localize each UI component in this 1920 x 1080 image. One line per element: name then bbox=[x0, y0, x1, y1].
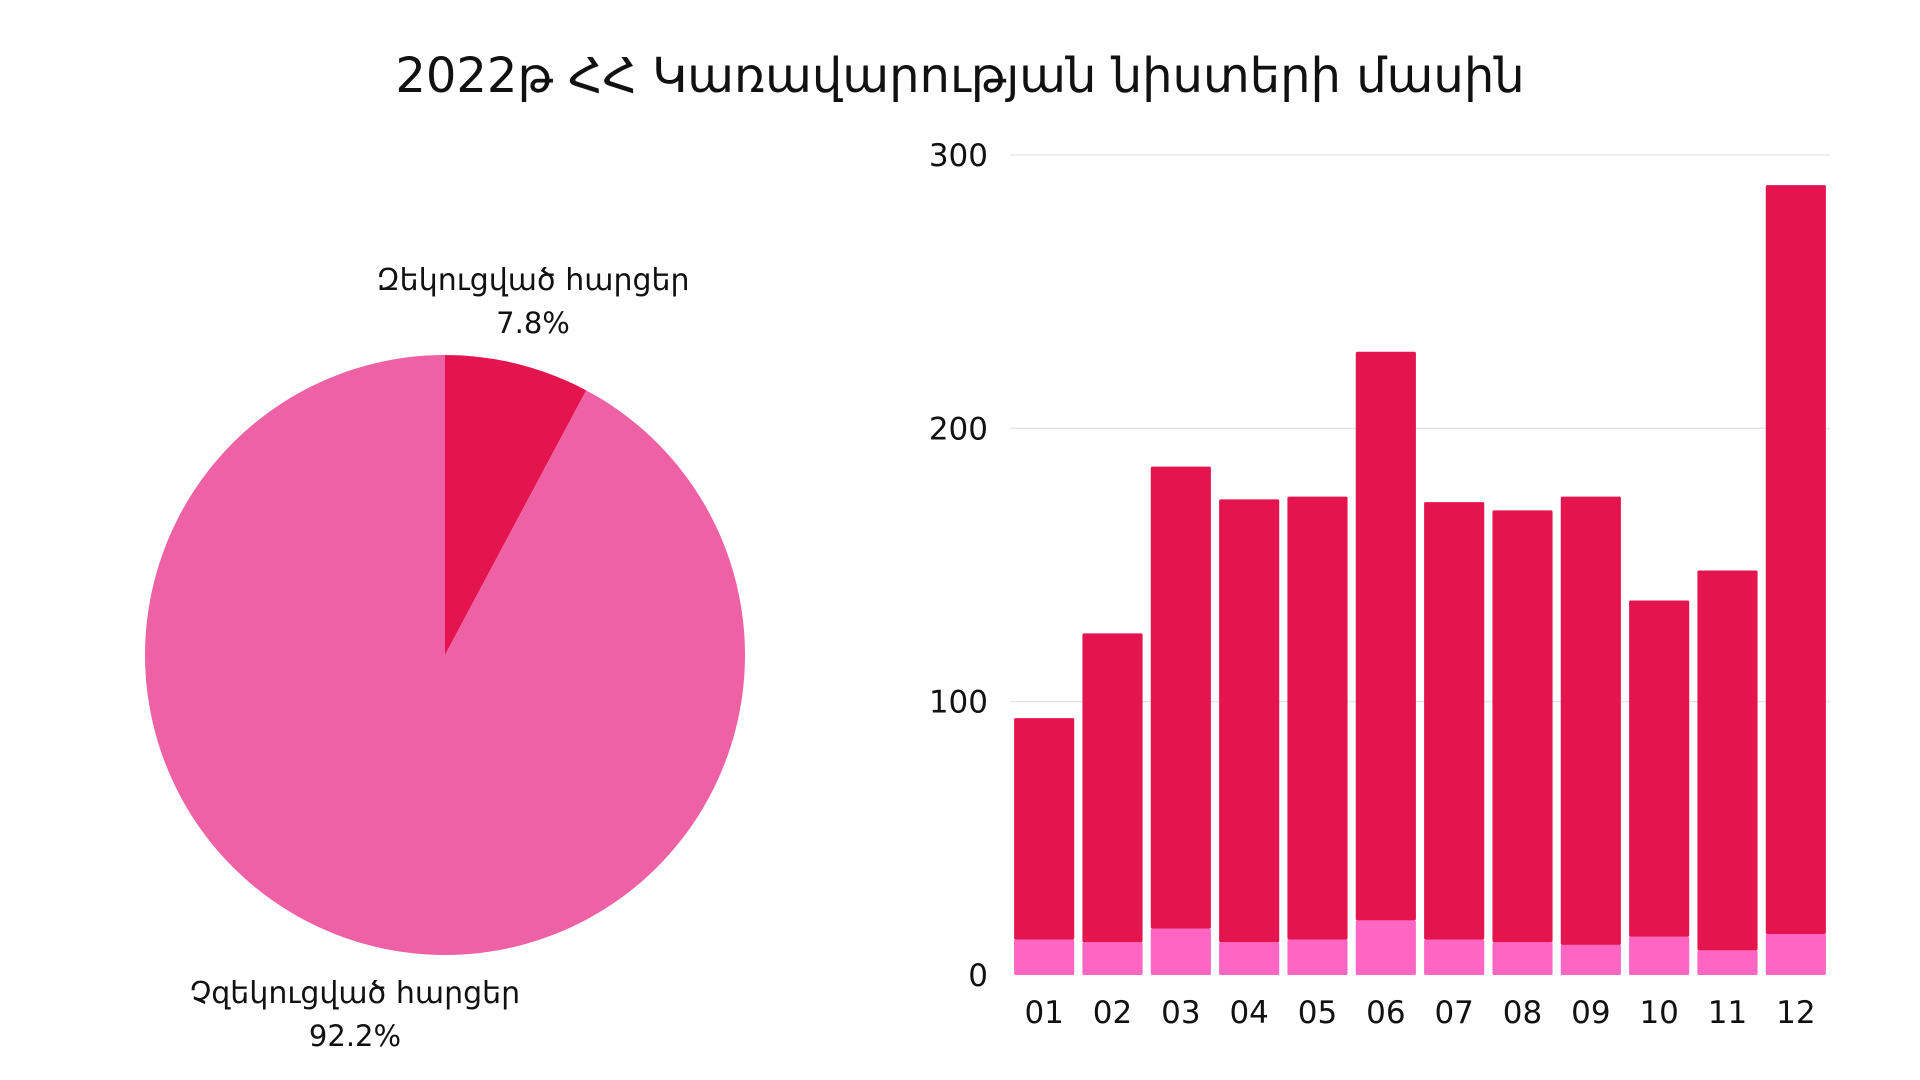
x-tick-label: 02 bbox=[1093, 995, 1132, 1031]
bar-segment bbox=[1219, 499, 1280, 943]
pie-slice-percent: 92.2% bbox=[309, 1019, 401, 1053]
x-tick-label: 05 bbox=[1298, 995, 1337, 1031]
x-tick-label: 09 bbox=[1571, 995, 1610, 1031]
x-tick-label: 03 bbox=[1161, 995, 1200, 1031]
x-tick-label: 04 bbox=[1229, 995, 1268, 1031]
y-tick-label: 300 bbox=[929, 138, 988, 174]
bar-segment bbox=[1150, 928, 1211, 975]
bar-segment bbox=[1150, 466, 1211, 929]
bar-segment bbox=[1082, 633, 1143, 943]
bar-segment bbox=[1765, 185, 1826, 935]
x-tick-label: 06 bbox=[1366, 995, 1405, 1031]
bar-segment bbox=[1014, 718, 1075, 940]
x-tick-label: 07 bbox=[1434, 995, 1473, 1031]
x-tick-label: 10 bbox=[1639, 995, 1678, 1031]
bar-segment bbox=[1082, 942, 1143, 975]
x-tick-label: 08 bbox=[1503, 995, 1542, 1031]
bar-segment bbox=[1287, 496, 1348, 940]
pie-slice-percent: 7.8% bbox=[496, 306, 570, 340]
bar-segment bbox=[1355, 351, 1416, 921]
x-tick-label: 01 bbox=[1024, 995, 1063, 1031]
pie-slice-label: Չզեկուցված հարցեր bbox=[190, 976, 520, 1011]
y-tick-label: 200 bbox=[929, 411, 988, 447]
bar-segment bbox=[1424, 502, 1485, 940]
x-tick-label: 11 bbox=[1708, 995, 1747, 1031]
bar-segment bbox=[1697, 570, 1758, 951]
bar-segment bbox=[1492, 942, 1553, 975]
x-tick-label: 12 bbox=[1776, 995, 1815, 1031]
bar-segment bbox=[1219, 942, 1280, 975]
bar-segment bbox=[1765, 934, 1826, 975]
bar-chart: 0 100 200 300 01 02 03 04 05 06 07 08 09 10 11 12 bbox=[929, 138, 1830, 1031]
chart-title: 2022թ ՀՀ Կառավարության նիստերի մասին bbox=[395, 48, 1525, 104]
y-tick-label: 0 bbox=[968, 958, 988, 994]
pie-slice bbox=[445, 355, 587, 655]
pie-slice bbox=[145, 355, 745, 956]
bar-segment bbox=[1355, 920, 1416, 975]
bar-segment bbox=[1424, 939, 1485, 975]
pie-slice-label: Զեկուցված հարցեր bbox=[377, 263, 690, 298]
bar-segment bbox=[1697, 950, 1758, 975]
y-tick-label: 100 bbox=[929, 685, 988, 721]
bar-segment bbox=[1629, 600, 1690, 937]
bar-segment bbox=[1560, 944, 1621, 975]
bar-segment bbox=[1629, 936, 1690, 975]
pie-chart: Զեկուցված հարցեր 7.8% Չզեկուցված հարցեր 92.… bbox=[145, 263, 745, 1053]
bar-segment bbox=[1014, 939, 1075, 975]
bar-segment bbox=[1560, 496, 1621, 945]
bar-segment bbox=[1492, 510, 1553, 943]
bar-segment bbox=[1287, 939, 1348, 975]
